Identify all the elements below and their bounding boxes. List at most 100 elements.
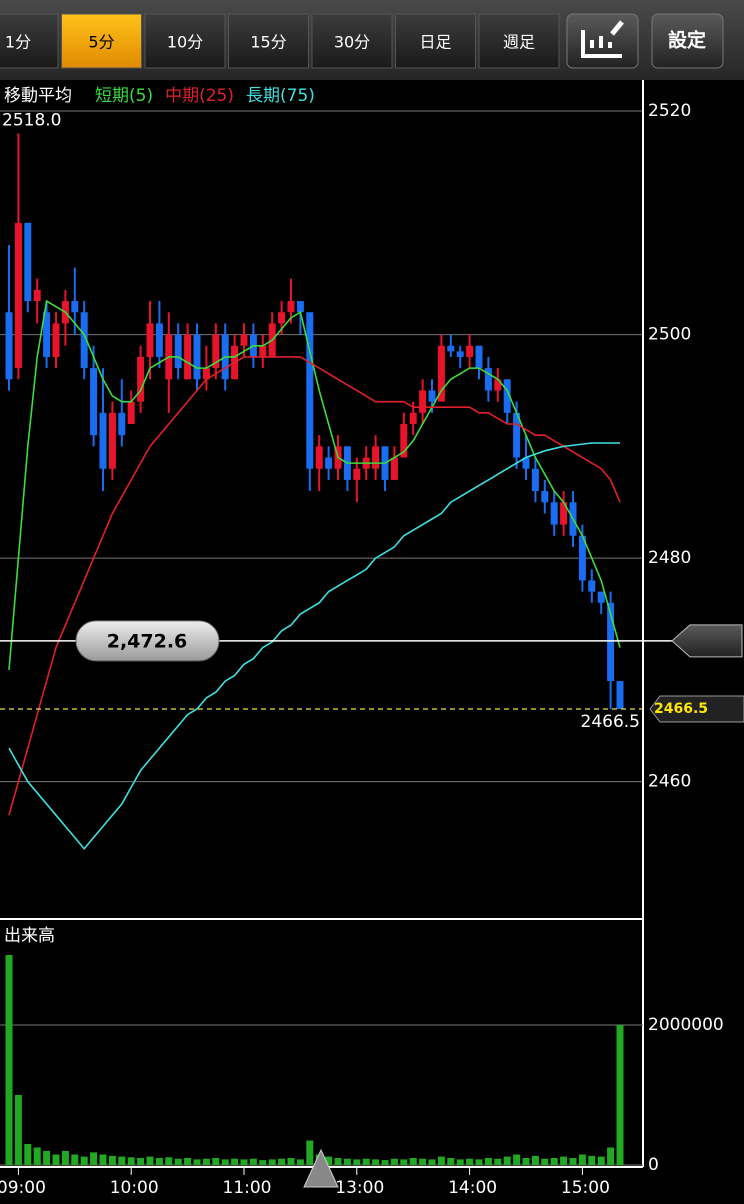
timeframe-tab[interactable]	[228, 13, 309, 69]
volume-bar	[14, 1095, 22, 1165]
volume-bar	[202, 1158, 210, 1165]
settings-label: 設定	[668, 29, 706, 52]
volume-bar	[437, 1156, 445, 1165]
legend-entry: 長期(75)	[246, 86, 315, 106]
candle-body	[193, 334, 201, 380]
volume-bar	[61, 1151, 69, 1165]
candle-body	[372, 446, 380, 469]
drawing-icon	[581, 20, 624, 58]
crosshair-label: 2,472.6	[107, 630, 188, 652]
candle-body	[33, 289, 41, 302]
volume-bar	[127, 1157, 135, 1165]
candle-body	[118, 412, 126, 436]
candle-body	[456, 351, 464, 357]
volume-bar	[531, 1155, 539, 1165]
volume-bar	[221, 1159, 229, 1165]
volume-bar	[193, 1159, 201, 1165]
volume-bar	[541, 1158, 549, 1165]
candle-body	[71, 301, 79, 313]
volume-bar	[362, 1158, 370, 1165]
moving-average-line	[8, 356, 621, 816]
volume-bar	[522, 1158, 530, 1165]
volume-bar	[137, 1158, 145, 1165]
y-tick-label: 0	[648, 1155, 659, 1175]
candle-body	[466, 345, 474, 357]
candle-body	[127, 401, 135, 424]
candle-body	[531, 468, 539, 492]
timeframe-tab-label: 5分	[88, 33, 114, 52]
volume-bar	[484, 1158, 492, 1165]
x-tick-label: 14:00	[448, 1178, 497, 1198]
candle-body	[522, 457, 530, 469]
candle-body	[90, 368, 98, 436]
volume-bar	[184, 1158, 192, 1165]
x-tick-label: 09:00	[0, 1178, 46, 1198]
candle-body	[616, 681, 624, 709]
volume-bar	[494, 1158, 502, 1165]
timeframe-tab-label: 週足	[503, 33, 535, 52]
volume-bar	[569, 1158, 577, 1165]
moving-average-line	[8, 299, 621, 670]
candle-body	[287, 301, 295, 313]
volume-bar	[174, 1158, 182, 1165]
candle-body	[43, 312, 51, 357]
candle-body	[14, 222, 22, 369]
volume-bar	[400, 1159, 408, 1165]
legend-entry: 中期(25)	[165, 86, 234, 106]
volume-bar	[108, 1155, 116, 1165]
timeframe-tab[interactable]	[311, 13, 393, 69]
volume-bar	[155, 1158, 163, 1165]
candle-body	[607, 602, 615, 682]
timeframe-tab[interactable]	[144, 13, 226, 69]
volume-bar	[560, 1156, 568, 1165]
volume-bar	[588, 1155, 596, 1165]
volume-bar	[278, 1158, 286, 1165]
candle-body	[578, 535, 586, 581]
volume-bar	[118, 1156, 126, 1165]
candle-body	[5, 312, 13, 380]
candle-body	[597, 591, 605, 603]
timeframe-tab[interactable]	[478, 13, 560, 69]
volume-bar	[353, 1159, 361, 1165]
volume-bar	[607, 1147, 615, 1165]
timeframe-tab-label: 10分	[167, 33, 203, 52]
volume-bar	[259, 1160, 267, 1165]
timeframe-tab[interactable]	[61, 13, 142, 69]
volume-bar	[296, 1159, 304, 1165]
volume-bar	[390, 1158, 398, 1165]
candle-body	[560, 502, 568, 525]
settings-button[interactable]	[651, 13, 724, 69]
volume-bar	[578, 1154, 586, 1165]
volume-bar	[419, 1158, 427, 1165]
candle-body	[174, 334, 182, 369]
candle-body	[240, 334, 248, 346]
y-tick-label: 2500	[648, 325, 691, 345]
volume-bar	[550, 1158, 558, 1165]
volume-bar	[343, 1158, 351, 1165]
volume-bar	[475, 1159, 483, 1165]
volume-bar	[240, 1159, 248, 1165]
volume-bar	[146, 1156, 154, 1165]
y-tick-label: 2460	[648, 772, 691, 792]
volume-bar	[306, 1140, 314, 1165]
crosshair-pill	[75, 620, 220, 662]
x-tick-label: 10:00	[110, 1178, 159, 1198]
volume-bar	[428, 1159, 436, 1165]
volume-bar	[43, 1151, 51, 1165]
volume-bar	[80, 1156, 88, 1165]
volume-bar	[287, 1158, 295, 1165]
volume-bar	[99, 1154, 107, 1165]
y-tick-label: 2000000	[648, 1015, 724, 1035]
candle-body	[484, 368, 492, 391]
volume-bar	[52, 1154, 60, 1165]
volume-bar	[616, 1025, 624, 1165]
candle-body	[99, 412, 107, 469]
candle-body	[428, 390, 436, 402]
volume-bar	[24, 1144, 32, 1165]
timeframe-tab-label: 1分	[5, 33, 31, 52]
volume-bar	[71, 1154, 79, 1165]
volume-bar	[268, 1159, 276, 1165]
candle-body	[212, 334, 220, 369]
timeframe-tab[interactable]	[395, 13, 476, 69]
timeframe-tab[interactable]	[0, 13, 59, 69]
